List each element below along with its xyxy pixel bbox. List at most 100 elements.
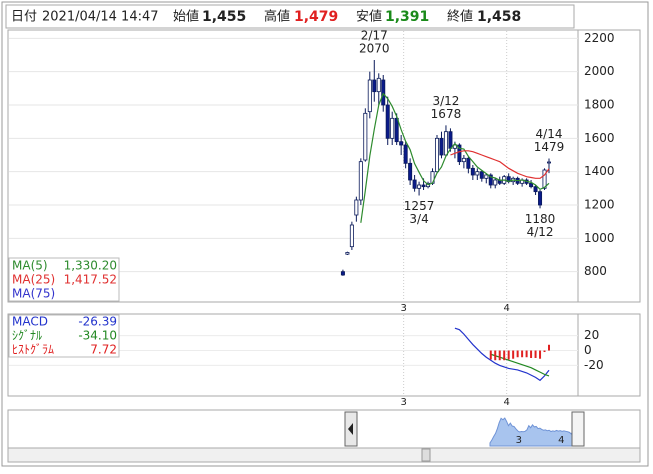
histogram-bar: [525, 350, 528, 358]
y-tick-label: 1600: [584, 131, 615, 145]
legend-name: MA(25): [12, 273, 55, 287]
candle-body: [381, 79, 386, 106]
candle-body: [403, 144, 408, 164]
histogram-bar: [543, 350, 546, 353]
candle-body: [457, 144, 462, 163]
candle-body: [417, 184, 422, 189]
header-value: 1,479: [294, 9, 338, 25]
candle-body: [452, 144, 457, 149]
x-tick-label: 4: [503, 303, 509, 314]
y-tick-label: 0: [584, 343, 592, 357]
navigator-label: 3: [516, 435, 522, 446]
legend-value: 1,417.52: [64, 273, 117, 287]
candle-body: [542, 169, 547, 189]
annotation-value: 1678: [431, 107, 462, 121]
header-label: 終値: [447, 9, 473, 25]
candle-body: [412, 179, 417, 189]
candle-body: [466, 157, 471, 169]
legend-name: MA(75): [12, 287, 55, 301]
x-tick-label: 3: [400, 397, 406, 408]
y-tick-label: 2200: [584, 31, 615, 45]
header-value: 1,455: [202, 9, 246, 25]
ma-line: [450, 150, 550, 179]
candle-body: [349, 224, 354, 248]
annotation-date: 3/12: [432, 94, 459, 108]
candle-body: [479, 171, 484, 179]
y-tick-label: 2000: [584, 64, 615, 78]
candle-body: [533, 186, 538, 193]
macd-line: [454, 327, 550, 382]
annotation-value: 1180: [525, 212, 556, 226]
candle-body: [475, 171, 480, 176]
candle-body: [390, 117, 395, 139]
legend-value: 1,330.20: [64, 259, 117, 273]
histogram-bar: [494, 350, 497, 361]
candle-body: [358, 161, 363, 201]
legend-box: [8, 314, 120, 358]
annotation-date: 4/14: [536, 127, 563, 141]
range-handle-right[interactable]: [571, 411, 585, 447]
legend-value: -34.10: [78, 329, 117, 343]
candle-body: [439, 137, 444, 156]
candle-body: [345, 252, 350, 255]
header-label: 始値: [173, 9, 199, 25]
candle-body: [448, 131, 453, 149]
histogram-bar: [516, 350, 519, 358]
ma-line: [360, 92, 550, 223]
navigator-label: 4: [558, 435, 564, 446]
candle-body: [484, 174, 489, 179]
candle-body: [529, 182, 534, 188]
candle-body: [363, 112, 368, 161]
candle-body: [461, 157, 466, 163]
y-tick-label: 1800: [584, 98, 615, 112]
histogram-bar: [498, 350, 501, 361]
candle-body: [372, 79, 377, 93]
candle-body: [340, 271, 345, 276]
y-tick-label: 1400: [584, 164, 615, 178]
y-tick-label: -20: [584, 358, 604, 372]
arrow-icon: [348, 423, 353, 435]
candle-body: [434, 137, 439, 173]
histogram-bar: [503, 350, 506, 361]
histogram-bar: [507, 350, 510, 360]
macd-panel: [7, 313, 641, 397]
candle-body: [488, 174, 493, 186]
histogram-bar: [539, 350, 542, 359]
y-tick-label: 800: [584, 264, 607, 278]
navigator-area: [489, 417, 576, 447]
header-label: 安値: [356, 9, 382, 25]
candle-body: [421, 184, 426, 188]
candle-body: [354, 199, 359, 216]
legend-value: -26.39: [78, 315, 117, 329]
y-tick-label: 20: [584, 328, 599, 342]
candle-body: [408, 162, 413, 181]
y-tick-label: 1000: [584, 231, 615, 245]
candle-body: [547, 161, 552, 164]
candle-body: [394, 117, 399, 143]
histogram-bar: [512, 350, 515, 359]
candle-body: [399, 141, 404, 146]
legend-name: MACD: [12, 315, 48, 329]
annotation-value: 1257: [404, 199, 435, 213]
histogram-bar: [489, 350, 492, 360]
header-label: 高値: [264, 9, 290, 25]
price-panel: [7, 29, 641, 303]
annotation-date: 2/17: [361, 29, 388, 43]
candle-body: [443, 131, 448, 156]
header-label: 日付: [11, 10, 37, 25]
header-value: 2021/04/14 14:47: [42, 10, 159, 25]
candle-body: [367, 79, 372, 113]
header-box: [5, 4, 575, 29]
y-tick-label: 1200: [584, 198, 615, 212]
annotation-date: 3/4: [409, 212, 428, 226]
legend-name: ﾋｽﾄｸﾞﾗﾑ: [12, 343, 54, 357]
scrollbar[interactable]: [7, 447, 641, 463]
candle-body: [376, 77, 381, 93]
legend-box: [8, 257, 120, 302]
annotation-value: 2070: [359, 42, 390, 56]
annotation-value: 1479: [534, 140, 565, 154]
candle-body: [538, 191, 543, 206]
scroll-thumb[interactable]: [421, 448, 431, 462]
